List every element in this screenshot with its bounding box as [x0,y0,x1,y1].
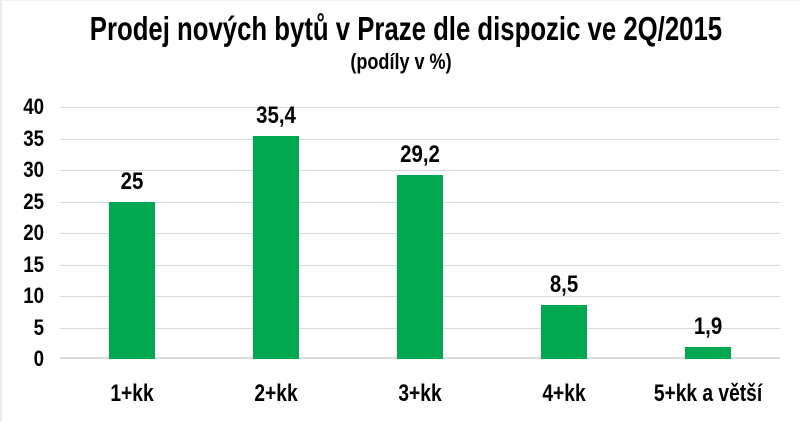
y-tick-label: 15 [23,251,44,277]
x-category-label: 3+kk [398,380,442,407]
bar [109,201,155,359]
bar [253,135,299,359]
x-category-label: 1+kk [110,380,154,407]
bar-value-label: 25 [120,167,144,195]
bar [397,175,443,359]
bar-value-label: 8,5 [549,271,579,299]
bar [541,305,587,359]
x-category-label: 4+kk [542,380,586,407]
bar-slot: 1,9 [636,107,780,359]
bar-value-label: 1,9 [693,313,723,341]
bar-slot: 25 [60,107,204,359]
gridline [60,107,780,108]
y-tick-label: 5 [33,314,44,340]
y-tick-label: 40 [23,94,44,119]
y-tick-label: 30 [23,157,44,182]
bar [685,347,731,359]
gridline [60,138,780,140]
x-category-label: 5+kk a větší [653,380,763,407]
bar-slot: 29,2 [348,107,492,359]
x-category-label: 2+kk [254,380,298,407]
y-tick-label: 10 [23,283,44,308]
y-tick-label: 25 [23,188,44,214]
bar-slot: 35,4 [204,101,348,359]
plot-area: 25 35,4 29,2 8,5 1,9 [60,101,780,359]
y-tick-label: 20 [23,220,44,245]
y-tick-label: 0 [33,346,44,371]
bar-value-label: 35,4 [256,101,296,129]
y-axis: 0 5 10 15 20 25 30 35 40 [2,96,44,370]
chart-title: Prodej nových bytů v Praze dle dispozic … [89,10,723,47]
x-axis: 1+kk 2+kk 3+kk 4+kk 5+kk a větší [60,381,780,413]
chart-subtitle: (podíly v %) [350,49,452,74]
y-tick-label: 35 [23,125,44,151]
gridline [60,170,780,171]
bar-value-label: 29,2 [400,141,440,169]
bar-slot: 8,5 [492,107,636,359]
